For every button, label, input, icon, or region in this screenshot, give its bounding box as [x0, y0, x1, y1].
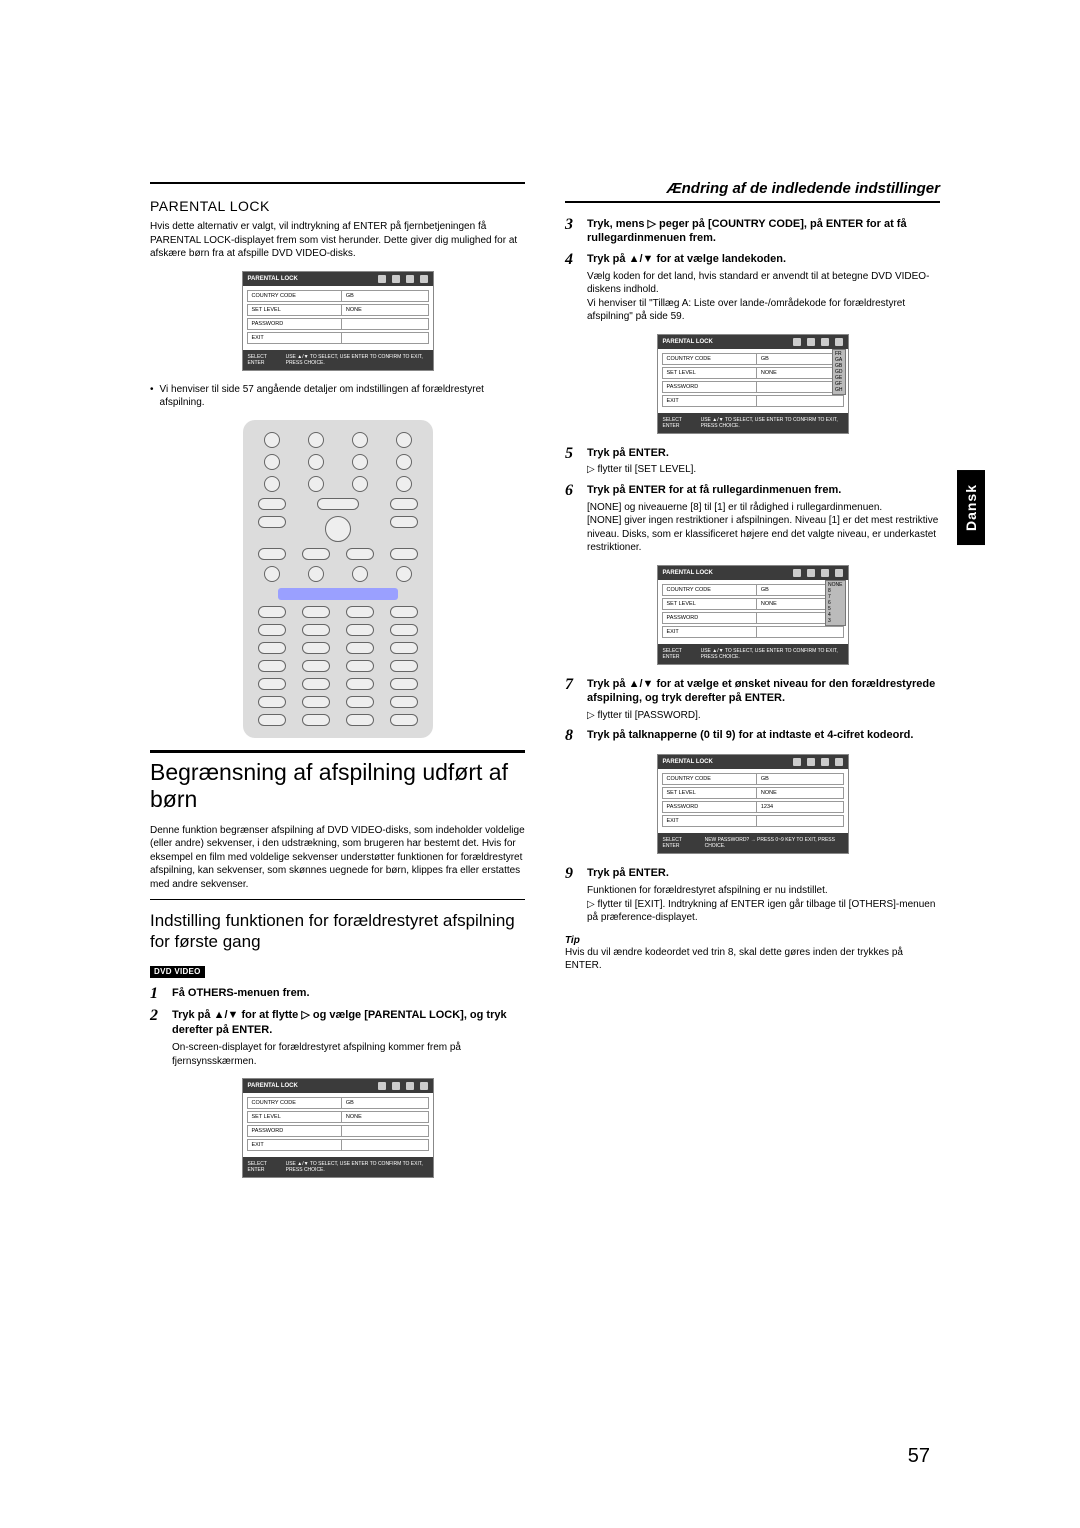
fig1-title: PARENTAL LOCK [248, 276, 298, 282]
parental-lock-fig-level: PARENTAL LOCK COUNTRY CODEGB SET LEVELNO… [657, 565, 849, 665]
step-7: 7 Tryk på ▲/▼ for at vælge et ønsket niv… [565, 677, 940, 722]
step-9: 9 Tryk på ENTER. Funktionen for forældre… [565, 866, 940, 925]
step-8: 8 Tryk på talknapperne (0 til 9) for at … [565, 728, 940, 744]
language-tab: Dansk [957, 470, 985, 545]
header-rule-left [150, 180, 525, 184]
fig1-footer-l: SELECT ENTER [248, 354, 278, 366]
parental-lock-title: PARENTAL LOCK [150, 198, 525, 214]
level-pulldown: NONE 8 7 6 5 4 3 [825, 580, 845, 626]
dvd-video-badge: DVD VIDEO [150, 966, 205, 979]
parental-lock-bullet: Vi henviser til side 57 angående detalje… [150, 383, 525, 410]
page-number: 57 [908, 1445, 930, 1468]
fig1-footer-r: USE ▲/▼ TO SELECT, USE ENTER TO CONFIRM … [286, 354, 428, 366]
parental-lock-fig-country: PARENTAL LOCK COUNTRY CODEGB SET LEVELNO… [657, 334, 849, 434]
first-time-title: Indstilling funktionen for forældrestyre… [150, 910, 525, 953]
tip-label: Tip [565, 935, 940, 946]
remote-control-fig [243, 420, 433, 738]
step-6: 6 Tryk på ENTER for at få rullegardinmen… [565, 483, 940, 555]
tip-body: Hvis du vil ændre kodeordet ved trin 8, … [565, 946, 940, 973]
header-right: Ændring af de indledende indstillinger [565, 180, 940, 203]
country-pulldown: FR GA GB GD GE GF GH [832, 349, 846, 395]
parental-lock-fig-1: PARENTAL LOCK COUNTRY CODEGB SET LEVELNO… [242, 271, 434, 371]
left-column: PARENTAL LOCK Hvis dette alternativ er v… [150, 180, 525, 1190]
parental-lock-fig-password: PARENTAL LOCK COUNTRY CODEGB SET LEVELNO… [657, 754, 849, 854]
step-3: 3 Tryk, mens ▷ peger på [COUNTRY CODE], … [565, 217, 940, 246]
step-4: 4 Tryk på ▲/▼ for at vælge landekoden. V… [565, 252, 940, 324]
parental-lock-fig-2: PARENTAL LOCK COUNTRY CODEGB SET LEVELNO… [242, 1078, 434, 1178]
step-5: 5 Tryk på ENTER. ▷ flytter til [SET LEVE… [565, 446, 940, 477]
limit-body: Denne funktion begrænser afspilning af D… [150, 824, 525, 892]
right-column: Ændring af de indledende indstillinger 3… [565, 180, 940, 1190]
parental-lock-body: Hvis dette alternativ er valgt, vil indt… [150, 220, 525, 261]
step-2: 2 Tryk på ▲/▼ for at flytte ▷ og vælge [… [150, 1008, 525, 1068]
limit-title: Begrænsning af afspilning udført af børn [150, 750, 525, 814]
step-1: 1 Få OTHERS-menuen frem. [150, 986, 525, 1002]
